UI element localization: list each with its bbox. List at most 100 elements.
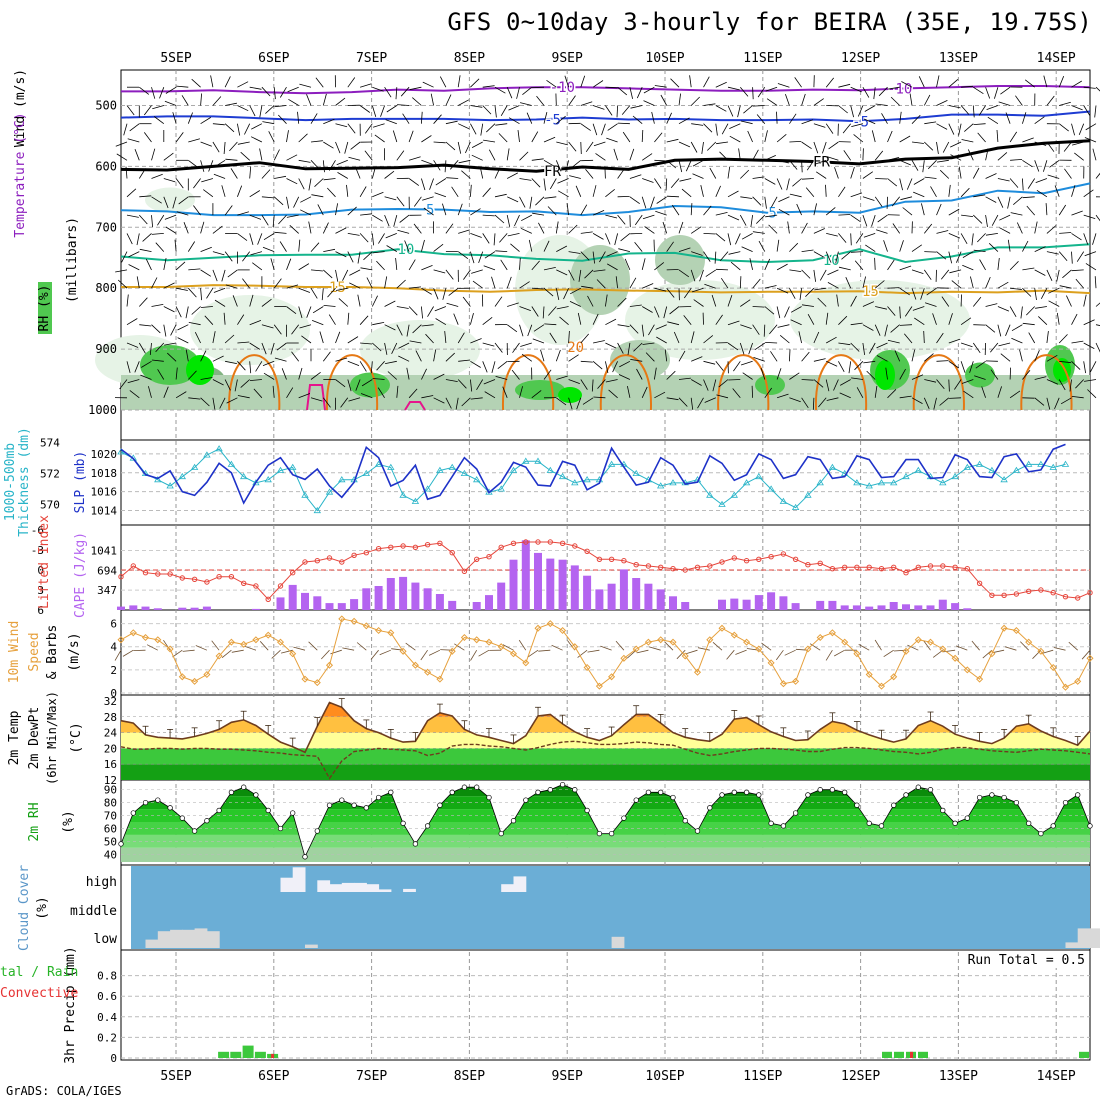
cape-bar xyxy=(313,596,322,610)
wind-barb xyxy=(1094,105,1097,118)
wind-barb xyxy=(200,93,202,106)
wind-barb xyxy=(172,112,177,124)
wind-barb xyxy=(350,141,361,150)
rh-point xyxy=(547,787,553,793)
wind-barb xyxy=(776,111,778,124)
wind-barb xyxy=(642,178,654,183)
wind10-speed-point xyxy=(215,652,223,660)
rh-point xyxy=(743,789,750,795)
wind-barb xyxy=(1069,379,1072,392)
rh-point xyxy=(891,802,897,808)
wind-barb xyxy=(703,158,716,161)
precip-tick-label: 0.4 xyxy=(97,1011,117,1024)
wind-barb xyxy=(1054,397,1060,410)
wind-barb xyxy=(776,306,781,319)
rain-bar xyxy=(254,1051,266,1058)
temp-tick-label: 20 xyxy=(104,742,117,755)
wind10-speed-point xyxy=(227,638,235,646)
wind-barb xyxy=(433,288,439,300)
wind-barb xyxy=(605,342,617,349)
wind10-barb xyxy=(1081,649,1091,660)
wind-barb xyxy=(1092,233,1097,245)
wind-barb xyxy=(592,360,603,370)
wind-barb xyxy=(951,280,962,289)
wind-barb xyxy=(580,360,593,363)
axis-label-millibars: (millibars) xyxy=(65,217,80,303)
wind-barb xyxy=(520,342,532,347)
wind-barb xyxy=(627,386,631,398)
wind-barb xyxy=(506,276,512,289)
wind-barb xyxy=(151,324,161,334)
thickness-point xyxy=(399,491,407,498)
wind-barb xyxy=(714,251,717,264)
lifted-index-point xyxy=(155,571,161,577)
isotherm-20-loop xyxy=(815,354,868,411)
wind-barb xyxy=(175,391,187,399)
wind-barb xyxy=(1064,168,1072,179)
wind-barb xyxy=(903,333,913,344)
wind10-barb xyxy=(122,649,134,657)
wind-barb xyxy=(308,221,312,234)
wind-barb xyxy=(924,379,937,383)
cape-bar xyxy=(325,603,334,610)
rh-point xyxy=(167,805,173,811)
wind-barb xyxy=(700,185,704,197)
wind-barb xyxy=(743,105,753,114)
wind-barb xyxy=(911,160,919,171)
lifted-index-point xyxy=(191,576,198,582)
wind-barb xyxy=(299,83,312,88)
wind-barb xyxy=(380,105,385,117)
wind-barb xyxy=(813,358,826,362)
wind-barb xyxy=(801,397,809,409)
wind-barb xyxy=(789,113,797,124)
wind-barb xyxy=(592,233,604,240)
wind-barb xyxy=(592,251,595,264)
rh-point xyxy=(1001,794,1007,801)
wind-barb xyxy=(237,233,248,241)
wind-barb xyxy=(654,132,663,143)
wind-barb xyxy=(259,148,263,161)
thickness-point xyxy=(1037,460,1045,467)
wind-barb xyxy=(997,152,1008,161)
wind-barb xyxy=(891,196,901,207)
wind-barb xyxy=(948,123,955,135)
wind-barb xyxy=(924,176,937,179)
wind-barb xyxy=(188,287,197,298)
wind-barb xyxy=(691,251,703,256)
wind-barb xyxy=(764,285,777,289)
rh-point xyxy=(878,823,885,829)
wind-barb xyxy=(1071,313,1078,325)
wind-barb xyxy=(457,75,461,88)
wind-barb xyxy=(1011,337,1023,344)
wind-barb xyxy=(507,172,518,179)
wind-barb xyxy=(838,83,851,88)
wind-barb xyxy=(126,233,133,245)
cape-bar xyxy=(644,583,653,610)
wind-barb xyxy=(153,116,165,125)
rh-point xyxy=(1026,820,1032,826)
wind-barb xyxy=(742,372,753,380)
thickness-point xyxy=(1024,460,1033,467)
wind-barb xyxy=(825,77,835,88)
wind-barb xyxy=(1034,376,1047,380)
thickness-point xyxy=(166,482,174,489)
wind-barb xyxy=(128,251,140,258)
wind-barb xyxy=(214,159,226,167)
axis-label-2m-rh: 2m RH xyxy=(27,802,42,841)
wind10-speed-point xyxy=(485,638,493,646)
wind10-barb xyxy=(992,649,1005,654)
wind-barb xyxy=(151,148,156,161)
wind-barb xyxy=(641,386,648,398)
wind-barb xyxy=(361,379,373,387)
wind-barb xyxy=(964,123,974,132)
cape-bar xyxy=(435,594,444,610)
wind-barb xyxy=(866,370,876,380)
wind-barb xyxy=(1022,287,1032,297)
wind-barb xyxy=(429,178,434,190)
wind-barb xyxy=(805,287,815,297)
wind-barb xyxy=(752,231,765,234)
wind10-speed-point xyxy=(473,636,481,644)
wind-barb xyxy=(457,251,469,260)
thickness-point xyxy=(338,476,346,483)
wind10-barb xyxy=(527,649,539,658)
